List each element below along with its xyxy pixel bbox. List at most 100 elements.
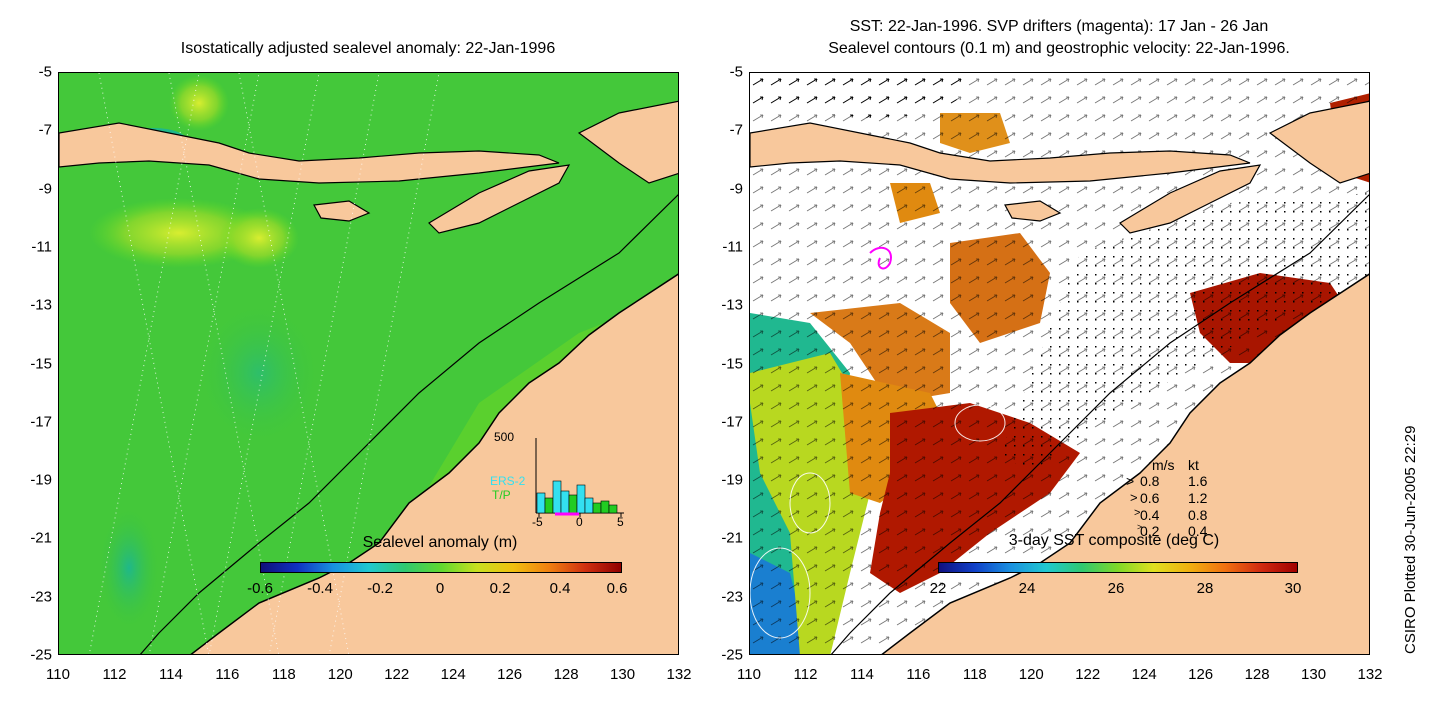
x-tick-label: 130 xyxy=(610,666,636,683)
vector-key-kt: 0.8 xyxy=(1188,507,1208,523)
right-colorbar xyxy=(938,562,1298,573)
hist-bar xyxy=(560,490,570,514)
vector-key-header-kt: kt xyxy=(1188,457,1199,473)
x-tick-label: 112 xyxy=(793,666,818,683)
x-tick-label: 118 xyxy=(271,666,296,683)
left-colorbar-tick: 0 xyxy=(435,580,445,597)
left-colorbar-tick: 0.4 xyxy=(549,580,571,597)
right-colorbar-title: 3-day SST composite (deg C) xyxy=(1008,532,1220,549)
svp-drifter-track xyxy=(869,246,892,270)
left-land-timor xyxy=(428,164,571,234)
x-tick-label: 122 xyxy=(1075,666,1101,683)
x-tick-label: 112 xyxy=(102,666,127,683)
y-tick-label: -15 xyxy=(721,355,743,372)
left-land-java xyxy=(59,122,560,184)
y-tick-label: -19 xyxy=(30,471,52,489)
y-tick-label: -23 xyxy=(721,588,743,606)
hist-bar xyxy=(568,494,578,514)
y-tick-label: -7 xyxy=(38,121,52,139)
right-land-timor xyxy=(1119,164,1262,234)
x-tick-label: 116 xyxy=(215,666,240,683)
y-tick-label: -15 xyxy=(30,355,52,372)
y-tick-label: -25 xyxy=(30,646,52,664)
vector-key-ms: 0.8 xyxy=(1140,473,1160,489)
hist-bar xyxy=(608,504,618,514)
inset-xtick: 0 xyxy=(576,515,583,529)
right-colorbar-tick: 26 xyxy=(1107,580,1125,597)
vector-key-kt: 1.6 xyxy=(1188,473,1208,489)
x-tick-label: 132 xyxy=(666,666,692,683)
x-tick-label: 110 xyxy=(46,666,70,683)
y-tick-label: -25 xyxy=(721,646,743,664)
left-colorbar xyxy=(260,562,622,573)
y-tick-label: -23 xyxy=(30,588,52,606)
vector-key-ms: 0.2 xyxy=(1140,523,1160,539)
vector-key-header-ms: m/s xyxy=(1152,457,1175,473)
vector-key-arrow: > xyxy=(1137,522,1143,532)
right-land-australia xyxy=(881,273,1369,654)
y-tick-label: -7 xyxy=(729,121,743,139)
left-cyan-blob-1 xyxy=(99,508,159,628)
y-tick-label: -9 xyxy=(38,180,52,198)
hist-bar xyxy=(576,484,586,514)
right-land-north xyxy=(1268,100,1369,184)
left-colorbar-tick: 0.6 xyxy=(606,580,628,597)
y-tick-label: -9 xyxy=(729,180,743,198)
left-cyan-blob-2 xyxy=(199,303,319,443)
x-tick-label: 110 xyxy=(737,666,761,683)
x-tick-label: 118 xyxy=(962,666,987,683)
hist-bar xyxy=(552,480,562,514)
inset-series-ers2: ERS-2 xyxy=(490,474,526,488)
x-tick-label: 124 xyxy=(1131,666,1157,683)
left-colorbar-tick: 0.2 xyxy=(489,580,511,597)
right-map-panel xyxy=(749,72,1370,655)
left-land-australia xyxy=(190,273,678,654)
y-tick-label: -21 xyxy=(721,529,743,547)
y-tick-label: -13 xyxy=(721,296,743,314)
vector-key-arrow: > xyxy=(1134,507,1141,519)
right-map-title-line1: SST: 22-Jan-1996. SVP drifters (magenta)… xyxy=(849,18,1269,35)
y-tick-label: -19 xyxy=(721,471,743,489)
x-tick-label: 128 xyxy=(553,666,579,683)
sealevel-contours xyxy=(750,404,1006,639)
vector-key-kt: 0.4 xyxy=(1188,523,1208,539)
left-colorbar-tick: -0.4 xyxy=(307,580,333,597)
velocity-arrows-dense-top xyxy=(750,73,970,118)
right-colorbar-tick: 30 xyxy=(1284,580,1302,597)
credit-text: CSIRO Plotted 30-Jun-2005 22:29 xyxy=(1402,425,1419,654)
y-tick-label: -21 xyxy=(30,529,52,547)
hist-bar xyxy=(592,502,602,514)
inset-ymax-label: 500 xyxy=(494,430,515,444)
y-tick-label: -17 xyxy=(30,413,52,431)
x-tick-label: 114 xyxy=(849,666,874,683)
inset-xtick: -5 xyxy=(532,515,543,529)
inset-series-tp: T/P xyxy=(492,488,511,502)
y-tick-label: -5 xyxy=(729,63,743,81)
left-shelf-contour xyxy=(139,194,678,654)
x-tick-label: 116 xyxy=(906,666,931,683)
left-yellow-blob-3 xyxy=(169,75,229,131)
vector-key-ms: 0.6 xyxy=(1140,490,1160,506)
vector-key-arrow: > xyxy=(1130,490,1138,505)
hist-bar xyxy=(600,500,610,514)
y-tick-label: -13 xyxy=(30,296,52,314)
x-tick-label: 120 xyxy=(1018,666,1044,683)
right-map-title-line2: Sealevel contours (0.1 m) and geostrophi… xyxy=(828,40,1290,57)
y-tick-label: -11 xyxy=(722,238,743,256)
hist-bar xyxy=(544,497,554,514)
x-tick-label: 126 xyxy=(497,666,523,683)
inset-xtick: 5 xyxy=(617,515,624,529)
left-land-sumba xyxy=(313,200,371,222)
right-colorbar-tick: 28 xyxy=(1196,580,1214,597)
hist-bar xyxy=(584,497,594,514)
left-map-title: Isostatically adjusted sealevel anomaly:… xyxy=(180,40,556,57)
x-tick-label: 114 xyxy=(158,666,183,683)
right-land-java xyxy=(750,122,1251,184)
y-tick-label: -5 xyxy=(38,63,52,81)
right-shelf-contour xyxy=(830,194,1369,654)
vector-key-arrow: > xyxy=(1126,473,1135,489)
x-tick-label: 128 xyxy=(1244,666,1270,683)
right-colorbar-tick: 22 xyxy=(929,580,947,597)
vector-key-kt: 1.2 xyxy=(1188,490,1208,506)
y-tick-label: -17 xyxy=(721,413,743,431)
